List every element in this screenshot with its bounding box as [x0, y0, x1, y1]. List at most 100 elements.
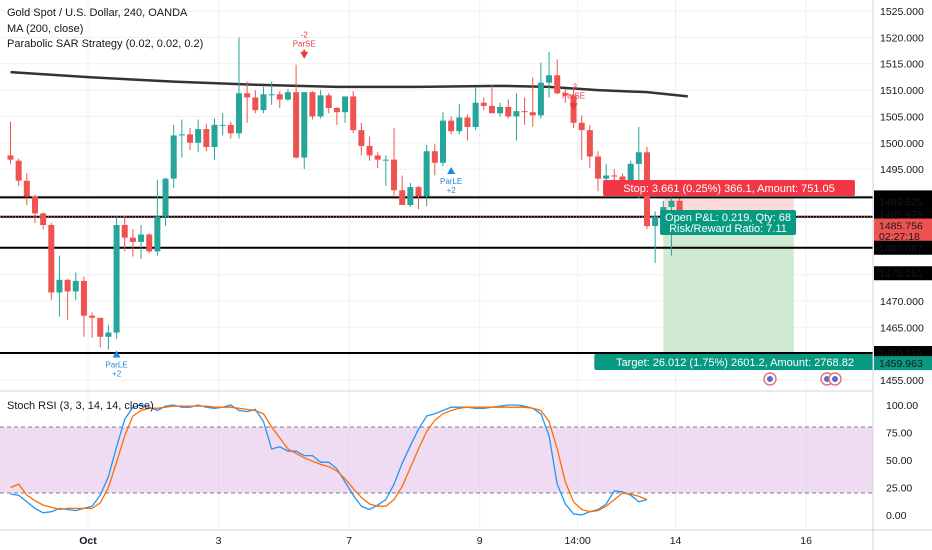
candle-body: [325, 95, 332, 108]
candle: [138, 225, 145, 259]
time-tick-label: 7: [346, 535, 352, 547]
candle: [333, 106, 340, 125]
price-label-tag[interactable]: 02:27:18: [874, 229, 932, 244]
price-label-tag[interactable]: 1475.251: [874, 266, 932, 281]
candle: [203, 123, 210, 152]
candle: [301, 92, 308, 170]
symbol-title[interactable]: Gold Spot / U.S. Dollar, 240, OANDA: [7, 7, 188, 19]
target-zone: [663, 216, 794, 354]
candle-body: [187, 134, 194, 143]
candle: [431, 143, 438, 176]
candle-body: [72, 280, 79, 292]
price-label-tag[interactable]: 1459.963: [874, 356, 932, 371]
candle-body: [64, 279, 71, 292]
candle: [97, 317, 104, 348]
candle: [464, 114, 471, 141]
candle: [72, 272, 79, 300]
candle-body: [423, 151, 430, 197]
candle: [211, 118, 218, 160]
candle-body: [456, 117, 463, 132]
position-labels: Stop: 3.661 (0.25%) 366.1, Amount: 751.0…: [594, 180, 876, 386]
price-tick-label: 1455.000: [880, 375, 924, 387]
price-label-bg: [874, 356, 932, 371]
pnl-text: Open P&L: 0.219, Qty: 68: [665, 212, 791, 224]
candle-body: [448, 120, 455, 132]
ma-200-line: [10, 70, 688, 98]
candle-body: [546, 75, 553, 83]
candle-body: [676, 200, 683, 217]
candle-body: [611, 175, 618, 177]
candle: [40, 212, 47, 230]
candle-body: [529, 112, 536, 116]
price-tick-label: 1500.000: [880, 138, 924, 150]
candle-body: [178, 134, 185, 136]
candle: [113, 216, 120, 339]
candle: [48, 222, 55, 300]
price-label-tag[interactable]: 1480.087: [874, 240, 932, 255]
candle: [366, 136, 373, 161]
sar-legend[interactable]: Parabolic SAR Strategy (0.02, 0.02, 0.2): [7, 38, 204, 50]
time-tick-label: 3: [216, 535, 222, 547]
price-label-tag[interactable]: 1489.525: [874, 194, 932, 209]
moving-average-line: [10, 70, 688, 98]
candle-body: [113, 225, 120, 333]
candle-body: [138, 234, 145, 242]
arrow-down-icon: [300, 51, 309, 59]
time-tick-label: 14:00: [564, 535, 590, 547]
candle: [244, 81, 251, 123]
candle: [146, 233, 153, 254]
candle-body: [203, 129, 210, 148]
stop-label-text: Stop: 3.661 (0.25%) 366.1, Amount: 751.0…: [623, 183, 835, 195]
stoch-tick-label: 50.00: [886, 455, 912, 467]
candle-body: [595, 156, 602, 179]
time-tick-label: 16: [800, 535, 812, 547]
candle-body: [374, 155, 381, 160]
candle-body: [80, 280, 87, 316]
candle: [195, 119, 202, 153]
price-axis[interactable]: 1455.0001460.0001465.0001470.0001475.000…: [872, 0, 932, 550]
candle: [488, 84, 495, 114]
target-label: Target: 26.012 (1.75%) 2601.2, Amount: 2…: [594, 354, 876, 370]
ma-legend[interactable]: MA (200, close): [7, 23, 84, 35]
price-tick-label: 1470.000: [880, 296, 924, 308]
candle: [342, 96, 349, 123]
arrow-up-icon: [112, 350, 121, 358]
candle-body: [513, 111, 520, 117]
price-label-text: 02:27:18: [879, 231, 920, 243]
price-label-text: 1489.525: [879, 196, 923, 208]
candle-body: [40, 213, 47, 226]
candle: [472, 86, 479, 131]
signal-label: ParLE: [105, 360, 127, 369]
candle-body: [562, 93, 569, 96]
candle: [562, 89, 569, 103]
price-label-tag[interactable]: 1485.975: [874, 207, 932, 222]
candle: [219, 113, 226, 136]
stoch-tick-label: 0.00: [886, 510, 907, 522]
price-label-bg: [874, 207, 932, 222]
candle-body: [235, 93, 242, 134]
candle-body: [521, 111, 528, 113]
candle: [382, 155, 389, 187]
candle-body: [293, 92, 300, 158]
candle-body: [260, 94, 267, 111]
candle-body: [586, 130, 593, 157]
price-label-bg: [874, 218, 932, 233]
candle-body: [472, 102, 479, 127]
candle-body: [227, 124, 234, 134]
candle: [293, 64, 300, 159]
stoch-legend[interactable]: Stoch RSI (3, 3, 14, 14, close): [7, 400, 154, 412]
stoch-rsi-panel: [0, 404, 873, 516]
candle: [252, 90, 259, 114]
candle-body: [146, 234, 153, 252]
candle-body: [195, 129, 202, 143]
candle: [537, 62, 544, 119]
stoch-band: [0, 427, 873, 493]
candle: [187, 128, 194, 151]
event-flag-core: [767, 376, 773, 382]
candle: [162, 177, 169, 227]
candle: [423, 144, 430, 207]
time-axis[interactable]: Oct 3 7 9 14:00 14 16: [0, 529, 932, 547]
